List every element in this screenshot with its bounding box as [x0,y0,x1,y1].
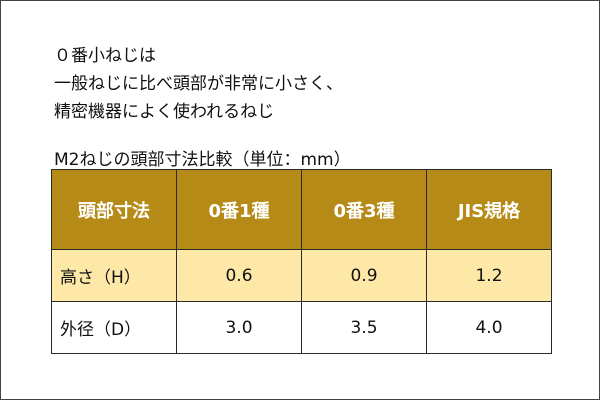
intro-line: ０番小ねじは [54,46,156,66]
cell: 0.9 [301,249,427,302]
cell: 4.0 [426,301,552,354]
cell: 3.5 [301,301,427,354]
row-label: 高さ（H） [51,249,177,302]
intro-line: 精密機器によく使われるねじ [54,102,275,122]
header-row: 頭部寸法 0番1種 0番3種 JIS規格 [51,169,552,250]
table-caption: M2ねじの頭部寸法比較（単位：mm） [54,150,351,170]
header-cell: 頭部寸法 [51,169,177,250]
header-cell: JIS規格 [426,169,552,250]
cell: 0.6 [176,249,302,302]
dimension-table: 頭部寸法 0番1種 0番3種 JIS規格 高さ（H） 0.6 0.9 1.2 外… [51,169,552,354]
header-cell: 0番1種 [176,169,302,250]
cell: 1.2 [426,249,552,302]
header-cell: 0番3種 [301,169,427,250]
cell: 3.0 [176,301,302,354]
table-row: 外径（D） 3.0 3.5 4.0 [51,301,552,354]
table-row: 高さ（H） 0.6 0.9 1.2 [51,249,552,302]
intro-line: 一般ねじに比べ頭部が非常に小さく、 [54,74,343,94]
row-label: 外径（D） [51,301,177,354]
